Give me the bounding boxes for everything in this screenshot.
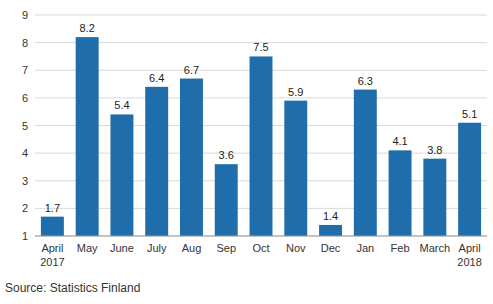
bar [215,164,238,236]
x-tick-label-line: Sep [216,242,236,254]
y-tick-label: 2 [22,202,28,214]
grid-line [35,15,487,16]
x-tick-label: Dec [321,242,341,254]
x-axis-line [35,236,487,237]
bar [458,123,481,236]
data-label: 1.4 [323,210,338,222]
data-label: 8.2 [80,22,95,34]
data-label: 6.4 [149,72,164,84]
data-label: 6.7 [184,64,199,76]
y-tick-label: 6 [22,92,28,104]
y-tick-label: 7 [22,64,28,76]
x-tick-label-line: April [41,242,63,254]
x-tick-label-line: Nov [286,242,306,254]
data-label: 4.1 [392,135,407,147]
x-tick-label: April 2017 [40,242,64,268]
bar [145,87,168,236]
y-tick-label: 4 [22,147,28,159]
x-tick-label-line: Dec [321,242,341,254]
source-note: Source: Statistics Finland [5,281,140,295]
x-tick-label-line: 2017 [40,256,64,268]
x-tick-label: May [77,242,98,254]
x-tick-label-line: 2018 [457,256,481,268]
x-tick-label-line: March [420,242,451,254]
x-tick-label: Jan [356,242,374,254]
bar [76,37,99,236]
chart-svg: 1 2 3 4 5 6 7 8 9 1.7 8.2 5.4 6.4 6.7 3.6 7.5 5.9 1.4 6.3 4… [0,0,493,304]
x-tick-label-line: Feb [391,242,410,254]
bar [250,56,273,236]
x-tick-label: April 2018 [457,242,481,268]
bar [389,150,412,236]
x-tick-label: March [420,242,451,254]
grid-line [35,236,487,237]
y-tick-label: 1 [22,230,28,242]
bar [41,217,64,236]
x-tick-label: June [110,242,134,254]
x-tick-label-line: May [77,242,98,254]
x-tick-label-line: June [110,242,134,254]
data-label: 3.6 [219,149,234,161]
x-tick-label-line: April [459,242,481,254]
data-label: 7.5 [253,41,268,53]
bar [319,225,342,236]
x-tick-label: Sep [216,242,236,254]
bar [110,114,133,236]
x-tick-label-line: Oct [252,242,269,254]
x-tick-label-line: Aug [182,242,202,254]
data-label: 5.1 [462,108,477,120]
x-tick-label: Nov [286,242,306,254]
bar [423,159,446,236]
data-label: 5.4 [114,99,129,111]
bar [180,79,203,236]
x-tick-label: Feb [391,242,410,254]
x-tick-label-line: July [147,242,167,254]
y-tick-label: 3 [22,175,28,187]
bar [354,90,377,236]
y-tick-label: 8 [22,37,28,49]
x-tick-label: Aug [182,242,202,254]
x-tick-label: July [147,242,167,254]
data-label: 1.7 [45,202,60,214]
y-tick-label: 5 [22,120,28,132]
data-label: 5.9 [288,86,303,98]
bar [284,101,307,236]
data-label: 3.8 [427,144,442,156]
chart-container: 1 2 3 4 5 6 7 8 9 1.7 8.2 5.4 6.4 6.7 3.6 7.5 5.9 1.4 6.3 4… [0,0,493,304]
x-tick-label: Oct [252,242,269,254]
bars [41,37,481,236]
data-label: 6.3 [358,75,373,87]
y-tick-label: 9 [22,9,28,21]
x-tick-label-line: Jan [356,242,374,254]
